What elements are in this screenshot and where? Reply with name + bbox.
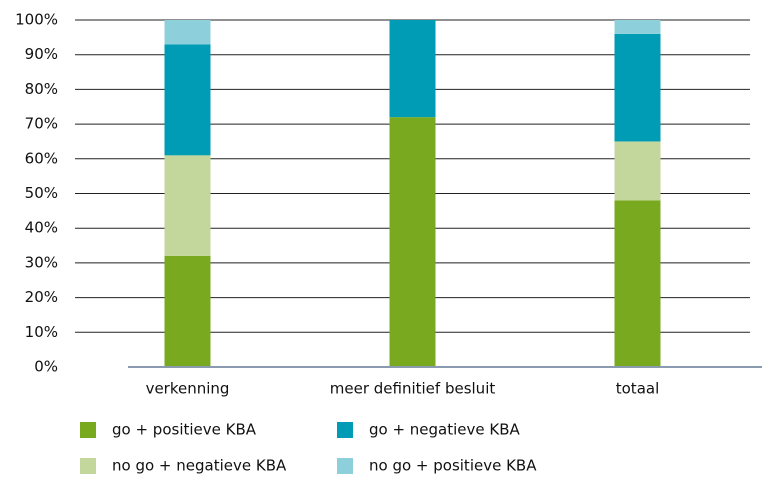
- y-tick-label: 40%: [25, 219, 58, 237]
- bar-segment: [389, 20, 436, 118]
- legend-label: no go + positieve KBA: [369, 457, 537, 475]
- bar-segment: [164, 20, 211, 45]
- y-tick-label: 60%: [25, 149, 58, 167]
- legend-label: go + positieve KBA: [112, 421, 257, 439]
- bar-segment: [614, 141, 661, 201]
- legend-swatch: [337, 458, 353, 474]
- x-tick-label: meer definitief besluit: [330, 380, 496, 398]
- y-tick-label: 20%: [25, 288, 58, 306]
- y-tick-label: 50%: [25, 184, 58, 202]
- legend-label: no go + negatieve KBA: [112, 457, 287, 475]
- bar-segment: [614, 200, 661, 367]
- legend-swatch: [80, 458, 96, 474]
- y-tick-label: 100%: [15, 11, 58, 29]
- y-tick-label: 10%: [25, 323, 58, 341]
- bar-segment: [614, 33, 661, 142]
- legend-swatch: [337, 422, 353, 438]
- bar-segment: [389, 117, 436, 367]
- y-tick-label: 0%: [34, 358, 58, 376]
- bar-segment: [164, 44, 211, 156]
- legend-label: go + negatieve KBA: [369, 421, 521, 439]
- x-tick-label: totaal: [616, 380, 660, 398]
- x-tick-label: verkenning: [146, 380, 230, 398]
- y-tick-label: 80%: [25, 80, 58, 98]
- y-tick-label: 90%: [25, 45, 58, 63]
- legend-swatch: [80, 422, 96, 438]
- y-tick-label: 70%: [25, 115, 58, 133]
- bar-segment: [164, 255, 211, 367]
- bar-segment: [614, 20, 661, 34]
- y-tick-label: 30%: [25, 253, 58, 271]
- bar-segment: [164, 155, 211, 256]
